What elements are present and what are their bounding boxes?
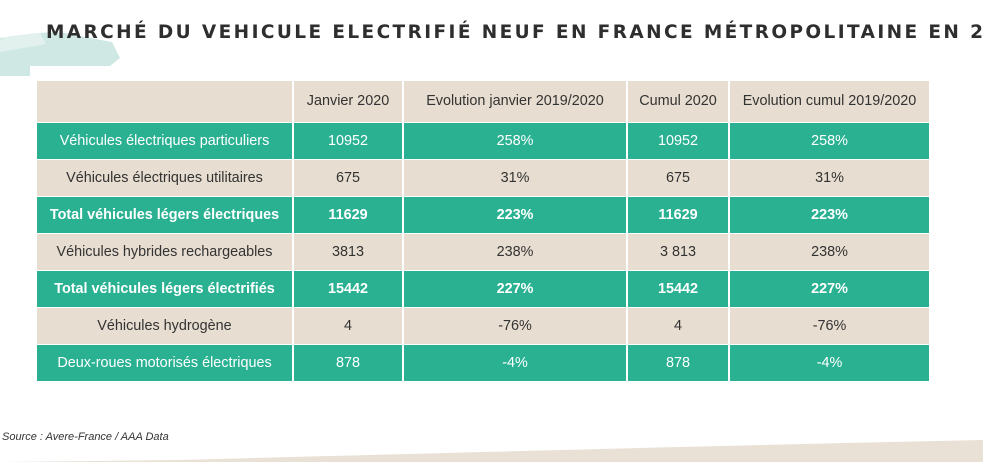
table-cell: 238% <box>402 233 627 270</box>
table-header-row: Janvier 2020 Evolution janvier 2019/2020… <box>37 81 929 122</box>
table-row: Total véhicules légers électrifiés 15442… <box>37 270 929 307</box>
data-table: Janvier 2020 Evolution janvier 2019/2020… <box>37 81 929 382</box>
row-label: Deux-roues motorisés électriques <box>57 354 272 371</box>
decorative-bottom-band <box>0 440 983 462</box>
row-label: Véhicules électriques particuliers <box>59 132 270 149</box>
table-cell: 4 <box>626 307 729 344</box>
row-label: Total véhicules légers électriques <box>49 206 280 223</box>
table-cell: 15442 <box>292 270 403 307</box>
table-cell: 223% <box>402 196 627 233</box>
column-header: Cumul 2020 <box>626 81 729 122</box>
table-cell: 10952 <box>626 122 729 159</box>
table-row: Véhicules hydrogène 4 -76% 4 -76% <box>37 307 929 344</box>
table-cell: 675 <box>626 159 729 196</box>
table-cell: 11629 <box>626 196 729 233</box>
table-cell: 15442 <box>626 270 729 307</box>
table-cell: 227% <box>402 270 627 307</box>
car-illustration-icon <box>0 32 120 76</box>
table-cell: -76% <box>402 307 627 344</box>
column-header: Evolution janvier 2019/2020 <box>402 81 627 122</box>
table-cell: 227% <box>728 270 929 307</box>
table-cell: -76% <box>728 307 929 344</box>
row-label: Total véhicules légers électrifiés <box>54 280 275 297</box>
table-row: Deux-roues motorisés électriques 878 -4%… <box>37 344 929 381</box>
table-cell: 675 <box>292 159 403 196</box>
table-cell: 4 <box>292 307 403 344</box>
page-title: MARCHÉ DU VEHICULE ELECTRIFIÉ NEUF EN FR… <box>46 22 983 43</box>
table-cell: -4% <box>402 344 627 381</box>
table-cell: 11629 <box>292 196 403 233</box>
row-label: Véhicules hybrides rechargeables <box>56 243 273 260</box>
column-header <box>37 81 293 122</box>
table-cell: 31% <box>402 159 627 196</box>
table-row: Total véhicules légers électriques 11629… <box>37 196 929 233</box>
table-row: Véhicules électriques particuliers 10952… <box>37 122 929 159</box>
column-header: Evolution cumul 2019/2020 <box>728 81 929 122</box>
table-cell: -4% <box>728 344 929 381</box>
table-cell: 878 <box>292 344 403 381</box>
source-note: Source : Avere-France / AAA Data <box>2 431 169 443</box>
table-cell: 878 <box>626 344 729 381</box>
column-header: Janvier 2020 <box>292 81 403 122</box>
table-cell: 3813 <box>292 233 403 270</box>
table-cell: 10952 <box>292 122 403 159</box>
table-cell: 258% <box>402 122 627 159</box>
row-label: Véhicules hydrogène <box>97 317 232 334</box>
table-cell: 238% <box>728 233 929 270</box>
table-cell: 31% <box>728 159 929 196</box>
row-label: Véhicules électriques utilitaires <box>66 169 263 186</box>
table-cell: 258% <box>728 122 929 159</box>
table-cell: 3 813 <box>626 233 729 270</box>
table-row: Véhicules hybrides rechargeables 3813 23… <box>37 233 929 270</box>
table-cell: 223% <box>728 196 929 233</box>
table-row: Véhicules électriques utilitaires 675 31… <box>37 159 929 196</box>
